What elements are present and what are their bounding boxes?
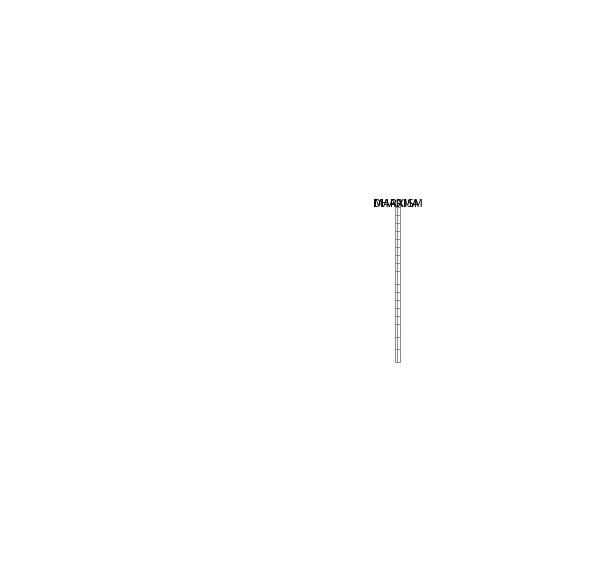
Bar [395, 337, 400, 350]
Bar [395, 247, 400, 255]
Bar [395, 255, 400, 264]
Bar [395, 316, 400, 324]
Bar [395, 223, 400, 231]
Bar [395, 350, 400, 362]
Bar [395, 271, 400, 284]
Bar [395, 215, 400, 223]
Bar [395, 308, 400, 316]
Bar [395, 264, 400, 271]
Bar [395, 300, 400, 308]
Bar [395, 324, 400, 337]
Bar [395, 200, 400, 207]
Text: DHARMA: DHARMA [373, 198, 419, 209]
Bar [395, 239, 400, 247]
Bar [395, 292, 400, 300]
Text: MARXISM: MARXISM [374, 198, 423, 209]
Bar [395, 231, 400, 239]
Bar [395, 207, 400, 215]
Bar [395, 284, 400, 292]
